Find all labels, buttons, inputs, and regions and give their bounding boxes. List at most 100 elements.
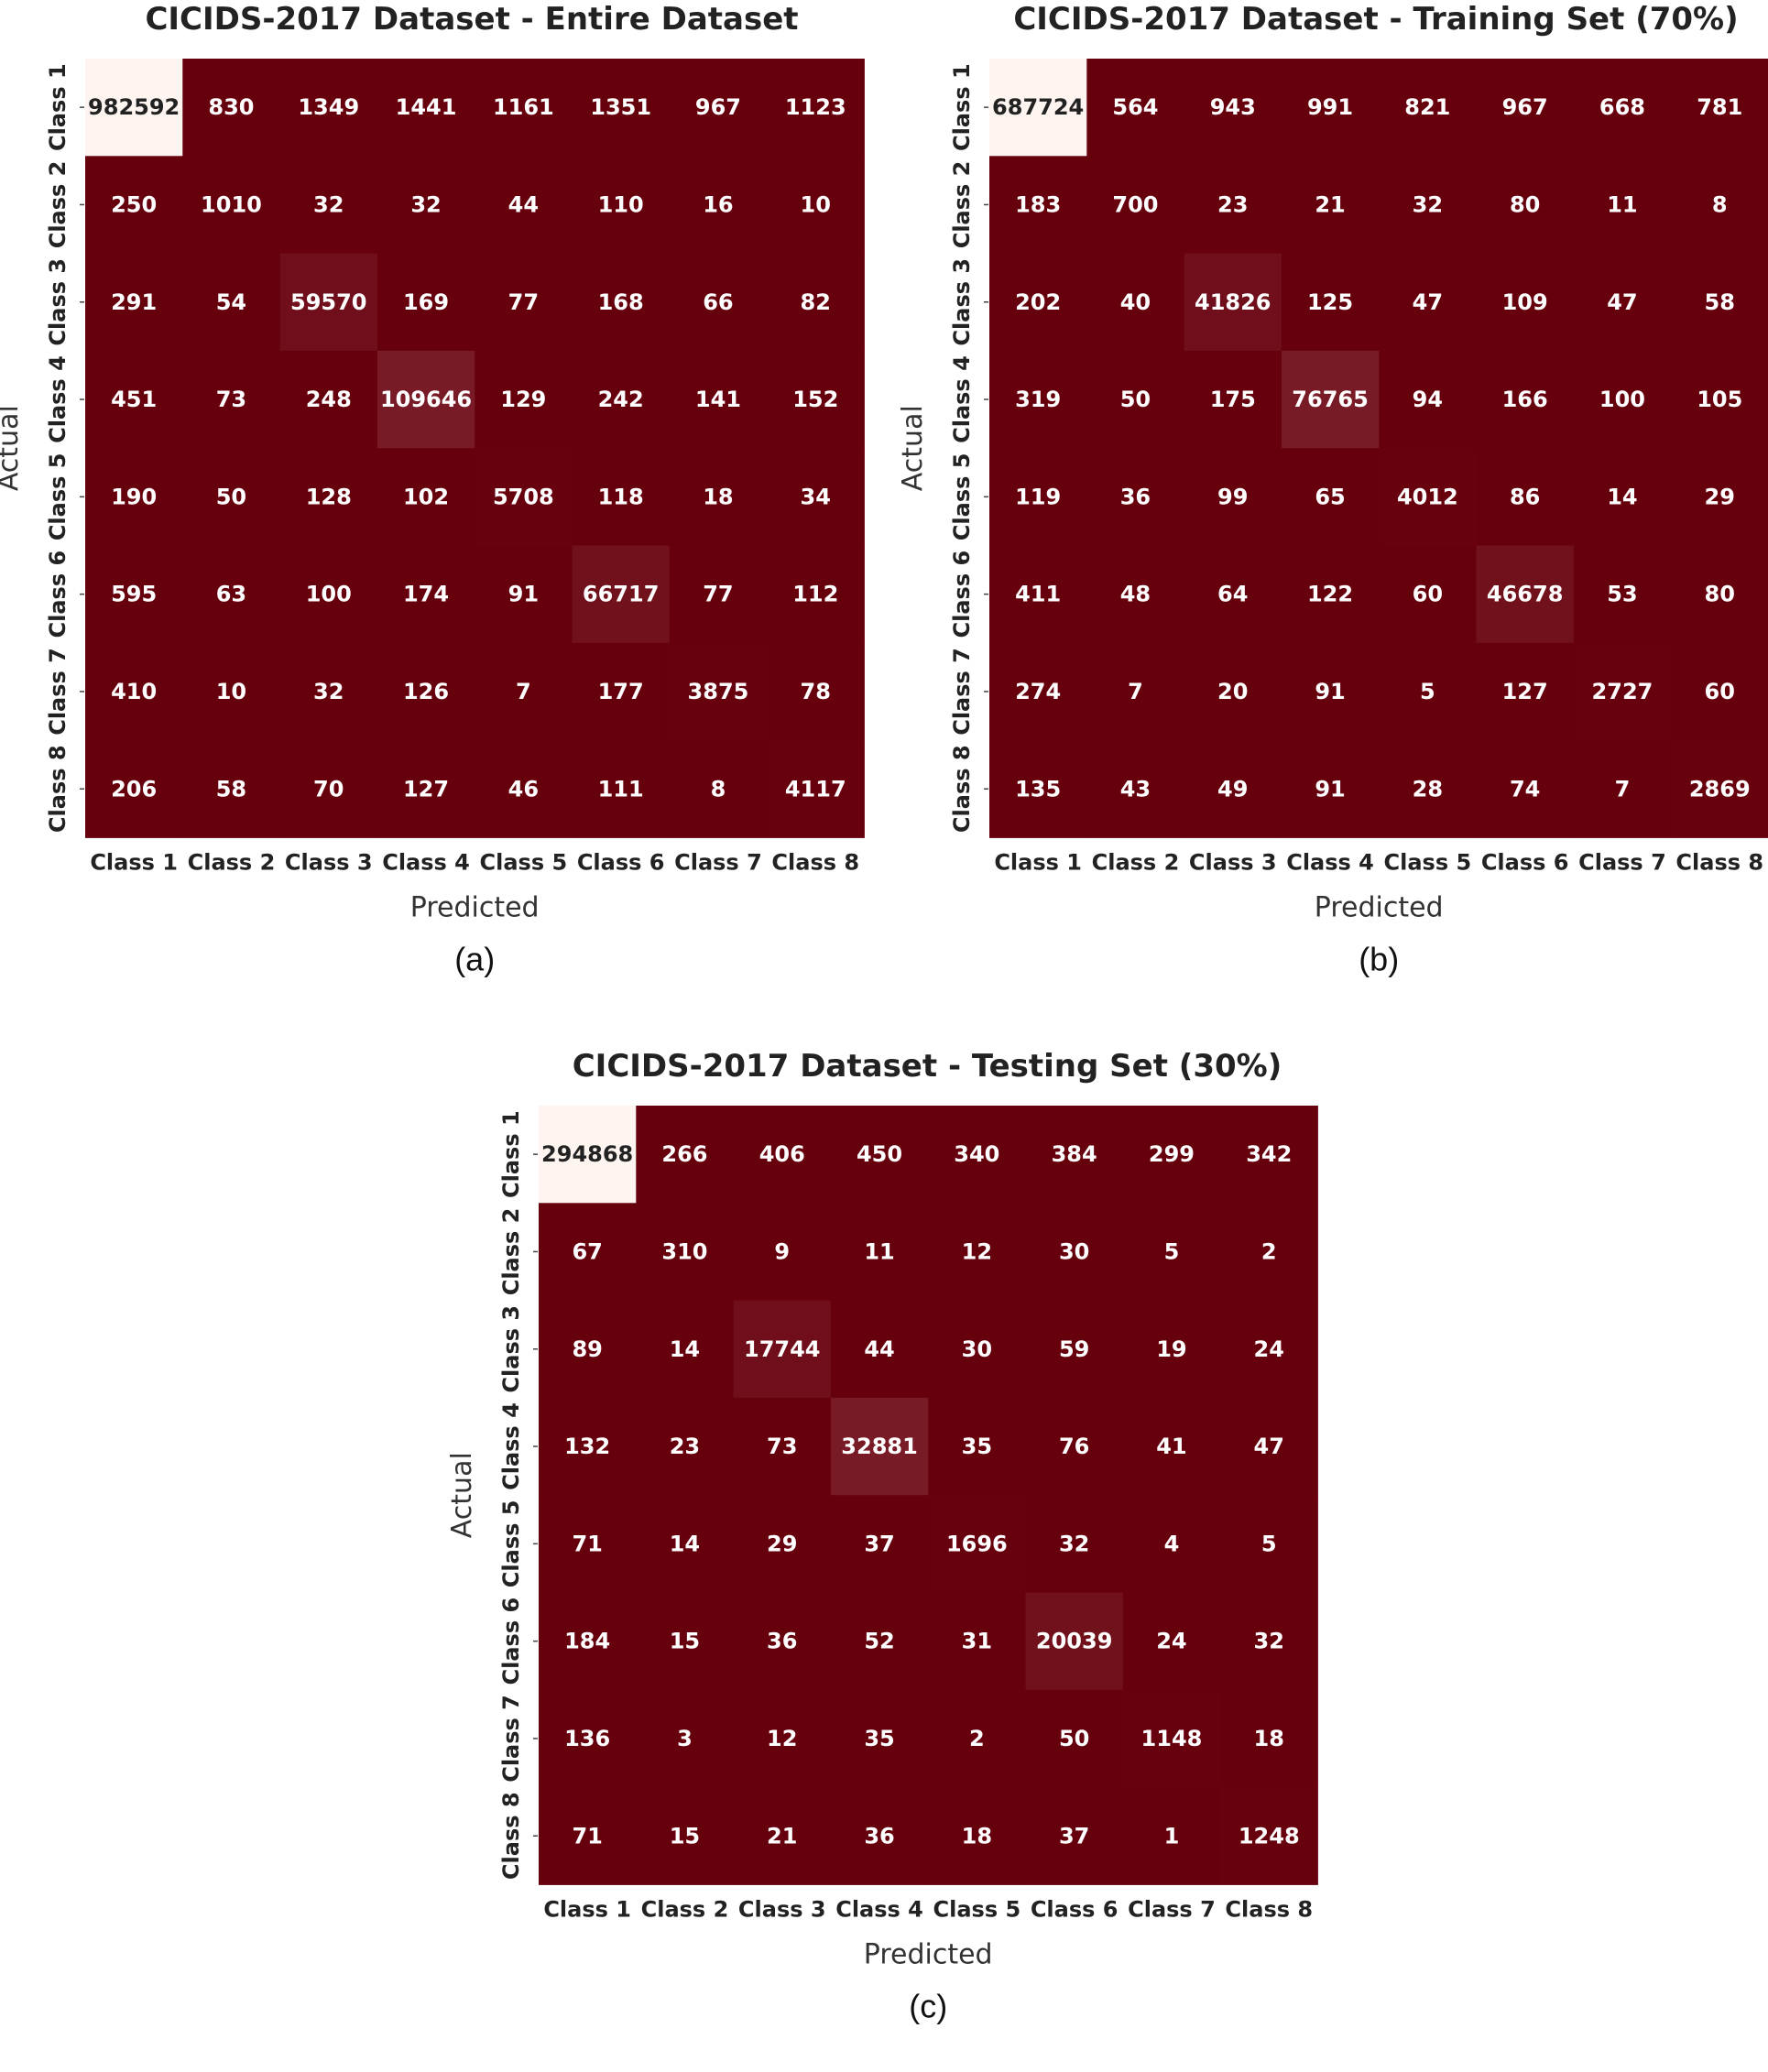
- heatmap-cell: [85, 350, 183, 449]
- heatmap-cell: [377, 253, 475, 352]
- cell-value-label: 23: [670, 1434, 700, 1459]
- cell-value-label: 80: [1705, 582, 1735, 607]
- x-tick-label: Class 2: [188, 849, 276, 875]
- heatmap-cell: [279, 642, 378, 741]
- y-tick-label: Class 8: [949, 745, 975, 833]
- heatmap-cell: [475, 156, 573, 255]
- x-tick-label: Class 7: [674, 849, 762, 875]
- heatmap-cell: [733, 1689, 832, 1788]
- heatmap-cell: [475, 350, 573, 449]
- heatmap-cell: [636, 1592, 735, 1691]
- heatmap-cell: [1573, 253, 1672, 352]
- heatmap-cell: [1220, 1787, 1318, 1885]
- heatmap-cell: [279, 740, 378, 838]
- x-tick-label: Class 2: [641, 1896, 729, 1922]
- y-tick-label: Class 1: [45, 63, 71, 151]
- cell-value-label: 32881: [841, 1434, 918, 1459]
- heatmap-cell: [1220, 1397, 1318, 1496]
- cell-value-label: 10: [801, 191, 831, 217]
- cell-value-label: 23: [1217, 191, 1248, 217]
- cell-value-label: 60: [1413, 582, 1443, 607]
- cell-value-label: 18: [962, 1823, 992, 1848]
- heatmap-cell: [1671, 448, 1768, 546]
- heatmap-cell: [928, 1300, 1026, 1399]
- heatmap-cell: [669, 740, 768, 838]
- cell-value-label: 821: [1404, 94, 1450, 120]
- cell-value-label: 7: [516, 679, 531, 704]
- heatmap-cell: [1476, 350, 1575, 449]
- x-tick-label: Class 5: [480, 849, 568, 875]
- heatmap-cell: [733, 1787, 832, 1885]
- cell-value-label: 4117: [785, 776, 846, 802]
- cell-value-label: 76: [1059, 1434, 1089, 1459]
- cell-value-label: 29: [767, 1531, 797, 1556]
- cell-value-label: 43: [1120, 776, 1151, 802]
- cell-value-label: 168: [598, 289, 644, 315]
- cell-value-label: 7: [1615, 776, 1631, 802]
- cell-value-label: 202: [1015, 289, 1061, 315]
- heatmap-cell: [279, 545, 378, 644]
- cell-value-label: 102: [403, 484, 449, 509]
- heatmap-cell: [830, 1397, 929, 1496]
- heatmap-cell: [1220, 1495, 1318, 1593]
- heatmap-cell: [1086, 642, 1185, 741]
- cell-value-label: 5: [1164, 1238, 1180, 1264]
- cell-value-label: 36: [1120, 484, 1151, 509]
- y-tick-label: Class 3: [949, 258, 975, 346]
- heatmap-cell: [1086, 59, 1185, 157]
- x-tick-label: Class 6: [577, 849, 665, 875]
- cell-value-label: 111: [598, 776, 644, 802]
- heatmap-cell: [669, 253, 768, 352]
- heatmap-cell: [1573, 156, 1672, 255]
- cell-value-label: 5: [1420, 679, 1435, 704]
- cell-value-label: 687724: [992, 94, 1084, 120]
- cell-value-label: 967: [695, 94, 741, 120]
- heatmap-cell: [1220, 1689, 1318, 1788]
- cell-value-label: 67: [572, 1238, 602, 1264]
- heatmap-cell: [669, 545, 768, 644]
- heatmap-cell: [85, 545, 183, 644]
- heatmap-cell: [1025, 1592, 1124, 1691]
- heatmap-cell: [1025, 1495, 1124, 1593]
- y-tick-label: Class 2: [45, 161, 71, 249]
- cell-value-label: 65: [1315, 484, 1345, 509]
- cell-value-label: 1123: [785, 94, 846, 120]
- cell-value-label: 50: [1120, 387, 1151, 412]
- heatmap-cell: [636, 1689, 735, 1788]
- heatmap-cell: [1122, 1203, 1221, 1302]
- heatmap-cell: [1671, 545, 1768, 644]
- cell-value-label: 12: [962, 1238, 992, 1264]
- heatmap-cell: [1476, 253, 1575, 352]
- heatmap-cell: [636, 1203, 735, 1302]
- heatmap-cell: [830, 1592, 929, 1691]
- heatmap-cell: [475, 253, 573, 352]
- heatmap-cell: [1573, 448, 1672, 546]
- heatmap-cell: [989, 350, 1087, 449]
- cell-value-label: 100: [1599, 387, 1645, 412]
- heatmap-cell: [928, 1787, 1026, 1885]
- heatmap-cell: [572, 740, 671, 838]
- heatmap-cell: [279, 59, 378, 157]
- cell-value-label: 30: [1059, 1238, 1089, 1264]
- cell-value-label: 991: [1307, 94, 1353, 120]
- x-tick-label: Class 3: [285, 849, 373, 875]
- heatmap-cell: [182, 448, 281, 546]
- cell-value-label: 122: [1307, 582, 1353, 607]
- cell-value-label: 242: [598, 387, 644, 412]
- cell-value-label: 668: [1599, 94, 1645, 120]
- cell-value-label: 132: [564, 1434, 610, 1459]
- cell-value-label: 63: [216, 582, 246, 607]
- cell-value-label: 15: [670, 1629, 700, 1654]
- cell-value-label: 190: [111, 484, 157, 509]
- cell-value-label: 14: [670, 1336, 700, 1362]
- y-tick-label: Class 4: [45, 355, 71, 443]
- heatmap-cell: [669, 156, 768, 255]
- cell-value-label: 109: [1502, 289, 1548, 315]
- cell-value-label: 11: [1607, 191, 1637, 217]
- cell-value-label: 20: [1217, 679, 1248, 704]
- heatmap-cell: [1184, 59, 1282, 157]
- heatmap-cell: [928, 1592, 1026, 1691]
- cell-value-label: 127: [1502, 679, 1548, 704]
- heatmap-cell: [1220, 1592, 1318, 1691]
- heatmap-cell: [475, 448, 573, 546]
